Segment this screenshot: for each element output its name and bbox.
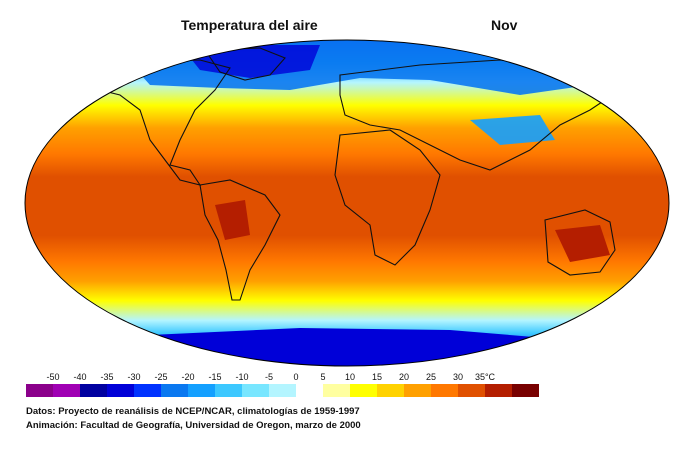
legend-tick-label: 5 (320, 372, 326, 382)
legend-swatch (215, 384, 242, 397)
legend-swatch (296, 384, 323, 397)
legend-tick-label: -10 (235, 372, 249, 382)
tibet-cold-region (470, 115, 555, 145)
legend-tick-label: 0 (293, 372, 299, 382)
legend-swatch (26, 384, 53, 397)
legend-tick-label: -25 (154, 372, 168, 382)
australia-outline (544, 209, 616, 276)
south-america-hot-region (215, 200, 250, 240)
legend-tick-label: -5 (264, 372, 274, 382)
legend-tick-label: 35°C (474, 372, 496, 382)
globe-border (24, 39, 670, 367)
legend-tick-label: -35 (100, 372, 114, 382)
legend-swatch (458, 384, 485, 397)
temperature-field (25, 40, 669, 366)
legend-tick-label: -20 (181, 372, 195, 382)
greenland-outline (203, 47, 286, 81)
legend-tick-label: -40 (73, 372, 87, 382)
legend-swatch (53, 384, 80, 397)
legend-tick-label: 30 (452, 372, 464, 382)
legend-tick-label: 15 (371, 372, 383, 382)
legend-swatch (134, 384, 161, 397)
legend-swatch (377, 384, 404, 397)
animation-credit: Animación: Facultad de Geografía, Univer… (26, 420, 361, 431)
legend-swatch (512, 384, 539, 397)
legend-tick-label: 20 (398, 372, 410, 382)
africa-outline (334, 129, 441, 266)
legend-swatch (485, 384, 512, 397)
legend-swatch (161, 384, 188, 397)
legend-swatch (188, 384, 215, 397)
australia-hot-region (555, 225, 610, 262)
legend-swatch (431, 384, 458, 397)
legend-tick-label: 10 (344, 372, 356, 382)
legend-swatch (350, 384, 377, 397)
month-label: Nov (491, 17, 518, 33)
legend-tick-label: -50 (46, 372, 60, 382)
legend-swatch (323, 384, 350, 397)
legend-tick-label: 25 (425, 372, 437, 382)
legend-swatch (404, 384, 431, 397)
legend-swatch (107, 384, 134, 397)
data-source-credit: Datos: Proyecto de reanálisis de NCEP/NC… (26, 406, 360, 417)
south-america-outline (199, 179, 281, 301)
color-scale-legend (26, 384, 539, 397)
north-america-outline (94, 59, 231, 186)
legend-swatch (80, 384, 107, 397)
map-title: Temperatura del aire (181, 17, 318, 33)
legend-swatch (242, 384, 269, 397)
legend-swatch (269, 384, 296, 397)
world-temperature-map (24, 39, 670, 367)
legend-tick-label: -30 (127, 372, 141, 382)
legend-tick-labels: -50 -40 -35 -30 -25 -20 -15 -10 -5 0 5 10 15 20 25 30 35… (30, 372, 495, 384)
legend-tick-label: -15 (208, 372, 222, 382)
